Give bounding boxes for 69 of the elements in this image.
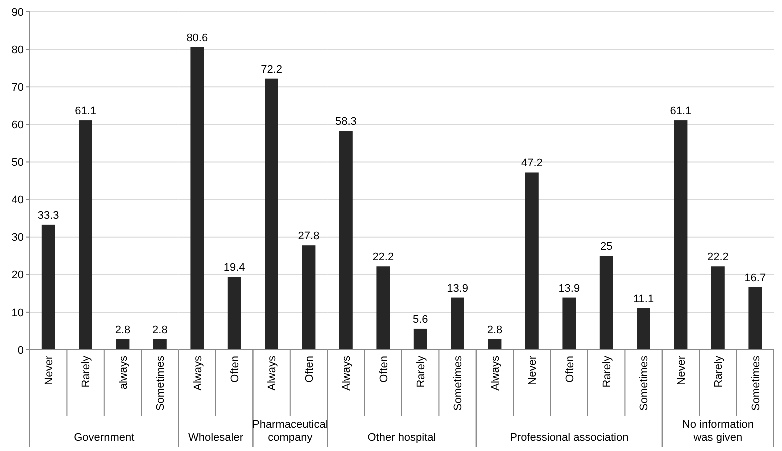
data-label: 2.8 xyxy=(152,324,168,336)
y-tick-label: 50 xyxy=(12,157,24,170)
y-tick-label: 90 xyxy=(12,6,24,19)
x-axis-title: Wholesaler xyxy=(188,432,244,444)
data-label: 61.1 xyxy=(670,106,692,118)
data-label: 80.6 xyxy=(186,32,208,44)
x-axis-title: Other hospital xyxy=(368,432,436,444)
x-tick-label: Never xyxy=(43,356,56,386)
x-tick-label: Never xyxy=(527,356,540,386)
x-tick-label: Rarely xyxy=(601,356,614,388)
x-tick-label: Always xyxy=(490,356,502,391)
bar xyxy=(79,120,92,350)
bar xyxy=(414,328,428,350)
x-tick-label: Always xyxy=(266,356,279,391)
data-label: 25 xyxy=(600,241,613,254)
x-tick-label: Sometimes xyxy=(750,356,762,412)
data-label: 16.7 xyxy=(744,272,766,284)
bar xyxy=(340,131,353,350)
y-tick-label: 60 xyxy=(12,120,24,132)
bar xyxy=(451,298,464,350)
x-tick-label: Always xyxy=(192,356,204,391)
data-label: 27.8 xyxy=(298,230,320,243)
bar xyxy=(562,298,576,350)
x-tick-label: Sometimes xyxy=(452,356,465,412)
x-tick-label: Never xyxy=(676,356,688,386)
bar xyxy=(154,339,167,350)
x-tick-label: Often xyxy=(304,356,316,383)
data-label: 72.2 xyxy=(261,64,283,76)
y-tick-label: 70 xyxy=(12,82,24,94)
bar xyxy=(116,339,130,350)
y-tick-label: 0 xyxy=(18,344,24,357)
y-tick-label: 40 xyxy=(12,194,24,207)
data-label: 2.8 xyxy=(115,324,131,336)
x-tick-label: Sometimes xyxy=(155,356,168,412)
x-axis-title: Pharmaceutical company xyxy=(252,419,328,444)
y-tick-label: 30 xyxy=(12,232,24,244)
bar xyxy=(488,339,502,350)
x-tick-label: Rarely xyxy=(713,356,726,388)
data-label: 5.6 xyxy=(412,314,428,326)
data-label: 19.4 xyxy=(224,262,246,274)
bar xyxy=(42,224,56,350)
x-tick-label: always xyxy=(118,356,130,390)
bar xyxy=(600,256,614,350)
data-label: 2.8 xyxy=(487,324,503,336)
x-tick-label: Rarely xyxy=(80,356,93,388)
bar xyxy=(376,266,390,350)
data-label: 11.1 xyxy=(634,293,654,306)
x-axis-title: Government xyxy=(74,432,135,444)
x-tick-label: Often xyxy=(378,356,390,383)
x-tick-label: Sometimes xyxy=(638,356,651,412)
data-label: 13.9 xyxy=(558,282,580,295)
y-tick-label: 10 xyxy=(12,307,24,320)
data-label: 22.2 xyxy=(372,252,394,264)
data-label: 13.9 xyxy=(447,282,469,295)
x-tick-label: Often xyxy=(564,356,576,383)
data-label: 61.1 xyxy=(75,106,97,118)
data-label: 58.3 xyxy=(335,116,357,128)
x-tick-label: Often xyxy=(229,356,242,383)
x-tick-label: Rarely xyxy=(415,356,428,388)
y-tick-label: 20 xyxy=(12,270,24,282)
data-label: 47.2 xyxy=(521,158,543,170)
data-label: 33.3 xyxy=(38,210,60,222)
x-axis-title: No information was given xyxy=(682,419,754,444)
bar xyxy=(526,172,539,350)
data-label: 22.2 xyxy=(707,252,729,264)
bar xyxy=(637,308,650,350)
x-axis-title: Professional association xyxy=(510,432,629,444)
y-tick-label: 80 xyxy=(12,44,24,56)
x-tick-label: Always xyxy=(341,356,354,391)
